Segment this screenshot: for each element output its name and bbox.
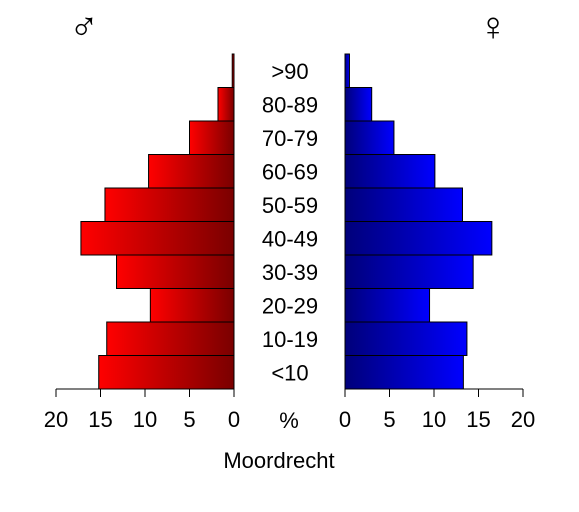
male-bar-60-69 — [148, 154, 235, 189]
female-axis-tick-label: 5 — [383, 407, 395, 432]
female-bars — [344, 53, 493, 390]
age-group-labels: <10 10-19 20-29 30-39 40-49 50-59 60-69 70-79 80… — [262, 59, 318, 386]
male-axis-tick-label: 15 — [88, 407, 112, 432]
female-bar-30-39 — [344, 254, 474, 289]
male-bars — [80, 53, 235, 390]
female-symbol-icon: ♀ — [478, 5, 508, 49]
age-group-label: 40-49 — [262, 226, 318, 251]
male-bar-30-39 — [116, 254, 235, 289]
chart-title: Moordrecht — [223, 448, 334, 473]
male-axis-tick-label: 20 — [44, 407, 68, 432]
male-bar-<10 — [98, 355, 235, 390]
female-bar-20-29 — [344, 288, 431, 323]
female-axis-tick-label: 0 — [339, 407, 351, 432]
age-group-label: 20-29 — [262, 293, 318, 318]
age-group-label: 70-79 — [262, 126, 318, 151]
female-bar-<10 — [344, 355, 464, 390]
male-bar-80-89 — [217, 87, 235, 122]
percent-unit-label: % — [279, 408, 299, 433]
male-bar->90 — [231, 53, 235, 88]
female-bar->90 — [344, 53, 350, 88]
female-bar-40-49 — [344, 221, 493, 256]
age-group-label: 60-69 — [262, 159, 318, 184]
female-bar-70-79 — [344, 120, 395, 155]
age-group-label: 10-19 — [262, 327, 318, 352]
male-bar-10-19 — [106, 321, 235, 356]
male-axis-tick-label: 5 — [183, 407, 195, 432]
age-group-label: >90 — [271, 59, 308, 84]
age-group-label: 30-39 — [262, 260, 318, 285]
male-bar-20-29 — [149, 288, 235, 323]
male-bar-70-79 — [189, 120, 235, 155]
male-bar-50-59 — [104, 187, 235, 222]
age-group-label: <10 — [271, 360, 308, 385]
age-group-label: 80-89 — [262, 92, 318, 117]
male-symbol-icon: ♂ — [69, 5, 99, 49]
female-bar-50-59 — [344, 187, 463, 222]
female-bar-80-89 — [344, 87, 373, 122]
female-bar-60-69 — [344, 154, 436, 189]
male-x-axis: 20 15 10 5 0 — [44, 388, 240, 432]
female-axis-tick-label: 10 — [422, 407, 446, 432]
female-axis-tick-label: 20 — [511, 407, 535, 432]
female-bar-10-19 — [344, 321, 468, 356]
female-x-axis: 0 5 10 15 20 — [339, 388, 535, 432]
male-axis-tick-label: 0 — [228, 407, 240, 432]
female-axis-tick-label: 15 — [466, 407, 490, 432]
male-axis-tick-label: 10 — [133, 407, 157, 432]
age-group-label: 50-59 — [262, 193, 318, 218]
male-bar-40-49 — [80, 221, 235, 256]
